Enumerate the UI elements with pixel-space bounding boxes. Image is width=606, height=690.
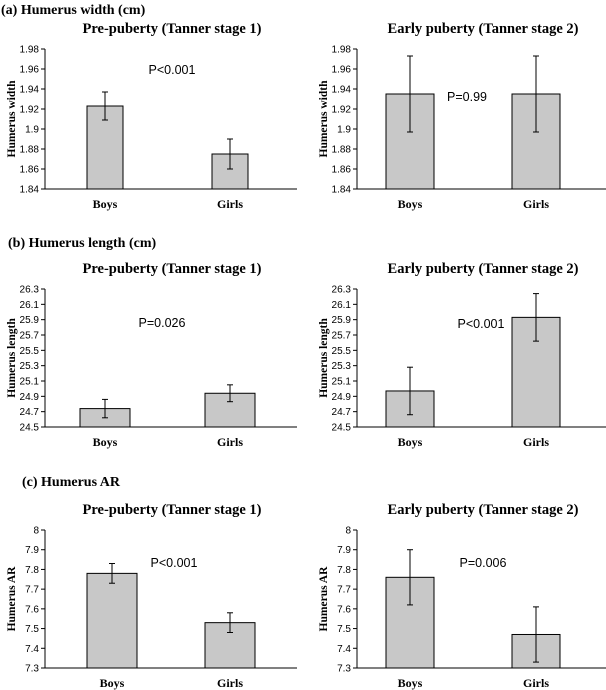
- chart-title: Pre-puberty (Tanner stage 1): [83, 502, 262, 518]
- category-label: Girls: [217, 676, 243, 690]
- y-tick-label: 1.84: [332, 185, 352, 196]
- category-label: Girls: [523, 435, 549, 449]
- chart-panel-4: Early puberty (Tanner stage 2) Humerus le…: [318, 261, 606, 449]
- bar-boys: [86, 572, 138, 669]
- y-tick-label: 7.6: [337, 604, 351, 615]
- y-axis-label: Humerus width: [318, 80, 330, 158]
- y-axis-label: Humerus width: [6, 80, 18, 158]
- section-title-a: (a) Humerus width (cm): [1, 3, 146, 18]
- chart-title: Early puberty (Tanner stage 2): [388, 261, 579, 277]
- category-label: Boys: [93, 197, 118, 211]
- y-tick-label: 1.96: [332, 65, 352, 76]
- section-title-b: (b) Humerus length (cm): [8, 236, 156, 251]
- p-value-annotation: P=0.99: [447, 90, 487, 104]
- y-tick-label: 26.3: [20, 285, 40, 296]
- y-tick-label: 1.84: [20, 185, 40, 196]
- y-tick-label: 8: [33, 526, 39, 537]
- y-tick-label: 1.94: [20, 85, 40, 96]
- category-label: Boys: [398, 676, 423, 690]
- y-tick-label: 7.7: [25, 585, 39, 596]
- y-tick-label: 24.5: [20, 423, 40, 434]
- category-label: Boys: [398, 197, 423, 211]
- y-tick-label: 1.88: [20, 145, 40, 156]
- y-tick-label: 26.1: [20, 300, 40, 311]
- chart-panels: Pre-puberty (Tanner stage 1) Humerus widt…: [6, 21, 606, 690]
- y-tick-label: 26.1: [332, 300, 352, 311]
- y-tick-label: 7.5: [25, 624, 39, 635]
- y-tick-label: 24.7: [20, 407, 40, 418]
- y-axis-label: Humerus length: [6, 318, 18, 398]
- y-tick-label: 25.5: [20, 346, 40, 357]
- y-tick-label: 25.3: [332, 361, 352, 372]
- category-label: Girls: [217, 197, 243, 211]
- y-tick-label: 7.4: [337, 644, 351, 655]
- chart-title: Early puberty (Tanner stage 2): [388, 502, 579, 518]
- y-tick-label: 1.98: [332, 45, 352, 56]
- y-tick-label: 7.7: [337, 585, 351, 596]
- y-tick-label: 1.96: [20, 65, 40, 76]
- y-tick-label: 26.3: [332, 285, 352, 296]
- p-value-annotation: P<0.001: [151, 556, 198, 570]
- chart-title: Pre-puberty (Tanner stage 1): [83, 261, 262, 277]
- y-tick-label: 1.92: [20, 105, 40, 116]
- y-tick-label: 1.86: [332, 165, 352, 176]
- p-value-annotation: P=0.026: [139, 316, 186, 330]
- category-label: Boys: [398, 435, 423, 449]
- chart-panel-6: Early puberty (Tanner stage 2) Humerus AR…: [318, 502, 606, 690]
- y-tick-label: 1.9: [337, 125, 351, 136]
- y-tick-label: 24.5: [332, 423, 352, 434]
- y-tick-label: 1.94: [332, 85, 352, 96]
- y-tick-label: 24.7: [332, 407, 352, 418]
- y-tick-label: 1.88: [332, 145, 352, 156]
- y-axis-label: Humerus AR: [318, 566, 330, 632]
- y-tick-label: 7.4: [25, 644, 39, 655]
- chart-title: Early puberty (Tanner stage 2): [388, 21, 579, 37]
- y-tick-label: 25.7: [332, 331, 352, 342]
- y-tick-label: 25.9: [20, 315, 40, 326]
- y-tick-label: 24.9: [20, 392, 40, 403]
- category-label: Girls: [217, 435, 243, 449]
- chart-panel-2: Early puberty (Tanner stage 2) Humerus wi…: [318, 21, 606, 211]
- y-tick-label: 25.7: [20, 331, 40, 342]
- y-tick-label: 7.5: [337, 624, 351, 635]
- y-tick-label: 7.6: [25, 604, 39, 615]
- chart-panel-3: Pre-puberty (Tanner stage 1) Humerus leng…: [6, 261, 297, 449]
- y-tick-label: 8: [345, 526, 351, 537]
- y-tick-label: 1.98: [20, 45, 40, 56]
- y-tick-label: 7.8: [337, 565, 351, 576]
- y-tick-label: 7.8: [25, 565, 39, 576]
- y-tick-label: 7.9: [25, 545, 39, 556]
- y-tick-label: 7.3: [25, 664, 39, 675]
- y-tick-label: 25.9: [332, 315, 352, 326]
- p-value-annotation: P<0.001: [149, 63, 196, 77]
- category-label: Girls: [523, 197, 549, 211]
- section-title-c: (c) Humerus AR: [22, 475, 121, 490]
- y-tick-label: 24.9: [332, 392, 352, 403]
- y-tick-label: 7.3: [337, 664, 351, 675]
- y-tick-label: 7.9: [337, 545, 351, 556]
- chart-panel-5: Pre-puberty (Tanner stage 1) Humerus AR 7.…: [6, 502, 297, 690]
- chart-panel-1: Pre-puberty (Tanner stage 1) Humerus widt…: [6, 21, 297, 211]
- y-tick-label: 25.3: [20, 361, 40, 372]
- category-label: Boys: [93, 435, 118, 449]
- p-value-annotation: P<0.001: [458, 317, 505, 331]
- chart-title: Pre-puberty (Tanner stage 1): [83, 21, 262, 37]
- y-tick-label: 25.5: [332, 346, 352, 357]
- y-tick-label: 1.9: [25, 125, 39, 136]
- y-tick-label: 1.86: [20, 165, 40, 176]
- y-tick-label: 25.1: [332, 377, 352, 388]
- p-value-annotation: P=0.006: [460, 556, 507, 570]
- y-axis-label: Humerus AR: [6, 566, 18, 632]
- y-tick-label: 25.1: [20, 377, 40, 388]
- y-axis-label: Humerus length: [318, 318, 330, 398]
- category-label: Boys: [100, 676, 125, 690]
- y-tick-label: 1.92: [332, 105, 352, 116]
- category-label: Girls: [523, 676, 549, 690]
